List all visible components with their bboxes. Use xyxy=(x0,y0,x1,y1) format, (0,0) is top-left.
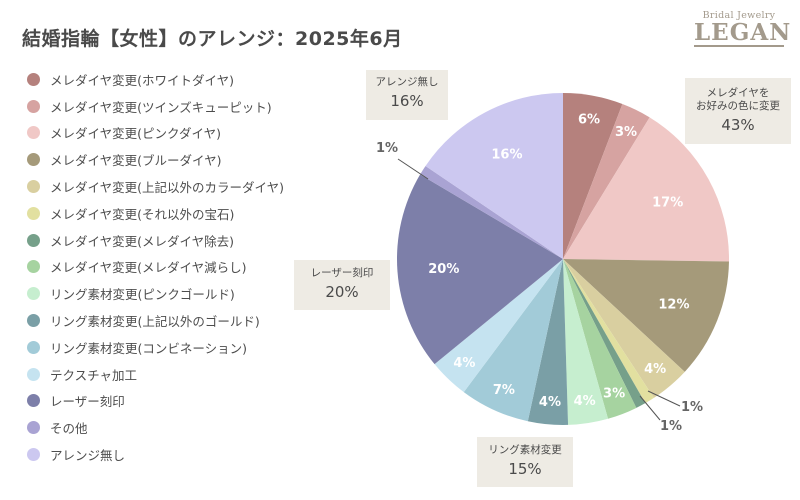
logo-name: LEGAN xyxy=(694,19,792,47)
legend-swatch xyxy=(27,99,40,113)
pie-slice xyxy=(563,259,654,404)
pie-slice xyxy=(563,259,637,419)
callout-no-arrange: アレンジ無し 16% xyxy=(366,70,448,120)
legend-item: メレダイヤ変更(ホワイトダイヤ) xyxy=(27,66,284,93)
leader-line xyxy=(397,158,429,180)
callout-value: 15% xyxy=(508,460,542,478)
legend-label: メレダイヤ変更(上記以外のカラーダイヤ) xyxy=(50,180,285,196)
slice-label: 6% xyxy=(578,113,600,128)
legend-item: リング素材変更(ピンクゴールド) xyxy=(27,280,284,307)
legend-item: リング素材変更(上記以外のゴールド) xyxy=(27,307,284,334)
legend-label: メレダイヤ変更(ツインズキューピット) xyxy=(50,99,272,115)
legend-item: メレダイヤ変更(メレダイヤ減らし) xyxy=(27,254,284,281)
legend-swatch xyxy=(27,180,40,194)
legend-swatch xyxy=(27,72,40,86)
legend-item: リング素材変更(コンビネーション) xyxy=(27,334,284,361)
slice-label: 1% xyxy=(376,141,398,156)
slice-label: 3% xyxy=(603,386,625,401)
legend-item: レーザー刻印 xyxy=(27,388,284,415)
callout-label: メレダイヤを お好みの色に変更 xyxy=(696,87,780,112)
legend-swatch xyxy=(27,287,40,301)
pie-slice xyxy=(563,103,650,260)
chart-title: 結婚指輪【女性】のアレンジ：2025年6月 xyxy=(22,28,403,50)
legend-item: テクスチャ加工 xyxy=(27,361,284,388)
legend-label: メレダイヤ変更(ピンクダイヤ) xyxy=(50,126,222,142)
legend-item: メレダイヤ変更(ピンクダイヤ) xyxy=(27,120,284,147)
legend-swatch xyxy=(27,233,40,247)
slice-label: 16% xyxy=(491,147,522,162)
legend-label: メレダイヤ変更(メレダイヤ除去) xyxy=(50,233,235,249)
pie-slice xyxy=(434,259,563,393)
pie-slice xyxy=(563,259,685,398)
legend-item: メレダイヤ変更(ツインズキューピット) xyxy=(27,93,284,120)
legend-label: レーザー刻印 xyxy=(50,394,125,410)
legend-label: リング素材変更(ピンクゴールド) xyxy=(50,287,235,303)
legend-label: リング素材変更(上記以外のゴールド) xyxy=(50,314,260,330)
slice-label: 20% xyxy=(428,262,459,277)
callout-label: レーザー刻印 xyxy=(310,267,374,279)
legend-item: メレダイヤ変更(それ以外の宝石) xyxy=(27,200,284,227)
pie-slice xyxy=(425,93,563,259)
legend: メレダイヤ変更(ホワイトダイヤ) メレダイヤ変更(ツインズキューピット) メレダイヤ… xyxy=(27,66,284,468)
callout-value: 43% xyxy=(721,116,755,134)
callout-value: 20% xyxy=(325,283,359,301)
legend-item: メレダイヤ変更(ブルーダイヤ) xyxy=(27,146,284,173)
pie-slice xyxy=(527,259,569,426)
legend-swatch xyxy=(27,260,40,274)
pie-slice xyxy=(563,259,608,425)
leader-line xyxy=(647,390,681,407)
legend-label: リング素材変更(コンビネーション) xyxy=(50,340,248,356)
legend-label: メレダイヤ変更(メレダイヤ減らし) xyxy=(50,260,247,276)
slice-label: 7% xyxy=(493,383,515,398)
pie-slice xyxy=(563,259,646,408)
pie-slice xyxy=(563,93,623,259)
slice-label: 1% xyxy=(681,400,703,415)
legend-item: メレダイヤ変更(メレダイヤ除去) xyxy=(27,227,284,254)
legend-swatch xyxy=(27,126,40,140)
leader-line xyxy=(639,395,661,421)
legend-item: その他 xyxy=(27,414,284,441)
legend-swatch xyxy=(27,153,40,167)
legend-swatch xyxy=(27,394,40,408)
pie-slice xyxy=(563,259,729,372)
legend-swatch xyxy=(27,340,40,354)
legend-swatch xyxy=(27,367,40,381)
legend-label: メレダイヤ変更(それ以外の宝石) xyxy=(50,206,235,222)
legend-label: その他 xyxy=(50,421,88,437)
legend-swatch xyxy=(27,206,40,220)
legend-label: テクスチャ加工 xyxy=(50,367,138,383)
legend-swatch xyxy=(27,314,40,328)
pie-slice xyxy=(397,174,563,365)
callout-melee-color: メレダイヤを お好みの色に変更 43% xyxy=(685,78,791,144)
slice-label: 4% xyxy=(574,394,596,409)
callout-label: リング素材変更 xyxy=(488,444,562,456)
legend-label: アレンジ無し xyxy=(50,448,126,464)
slice-label: 4% xyxy=(539,395,561,410)
callout-label: アレンジ無し xyxy=(375,76,439,88)
callout-ring-material: リング素材変更 15% xyxy=(477,437,573,487)
legend-item: アレンジ無し xyxy=(27,441,284,468)
slice-label: 3% xyxy=(615,125,637,140)
legend-label: メレダイヤ変更(ホワイトダイヤ) xyxy=(50,72,235,88)
legend-swatch xyxy=(27,448,40,462)
callout-laser: レーザー刻印 20% xyxy=(294,260,390,310)
slice-label: 4% xyxy=(644,362,666,377)
pie-slice xyxy=(563,117,730,262)
pie-slice xyxy=(463,259,563,422)
logo-subtitle: Bridal Jewelry xyxy=(702,10,776,21)
slice-label: 4% xyxy=(453,356,475,371)
pie-slice xyxy=(420,165,563,259)
legend-label: メレダイヤ変更(ブルーダイヤ) xyxy=(50,153,222,169)
legend-item: メレダイヤ変更(上記以外のカラーダイヤ) xyxy=(27,173,284,200)
brand-logo: Bridal Jewelry LEGAN xyxy=(694,10,792,47)
slice-label: 12% xyxy=(658,297,689,312)
slice-label: 17% xyxy=(652,195,683,210)
slice-label: 1% xyxy=(660,419,682,434)
legend-swatch xyxy=(27,421,40,435)
callout-value: 16% xyxy=(390,92,424,110)
